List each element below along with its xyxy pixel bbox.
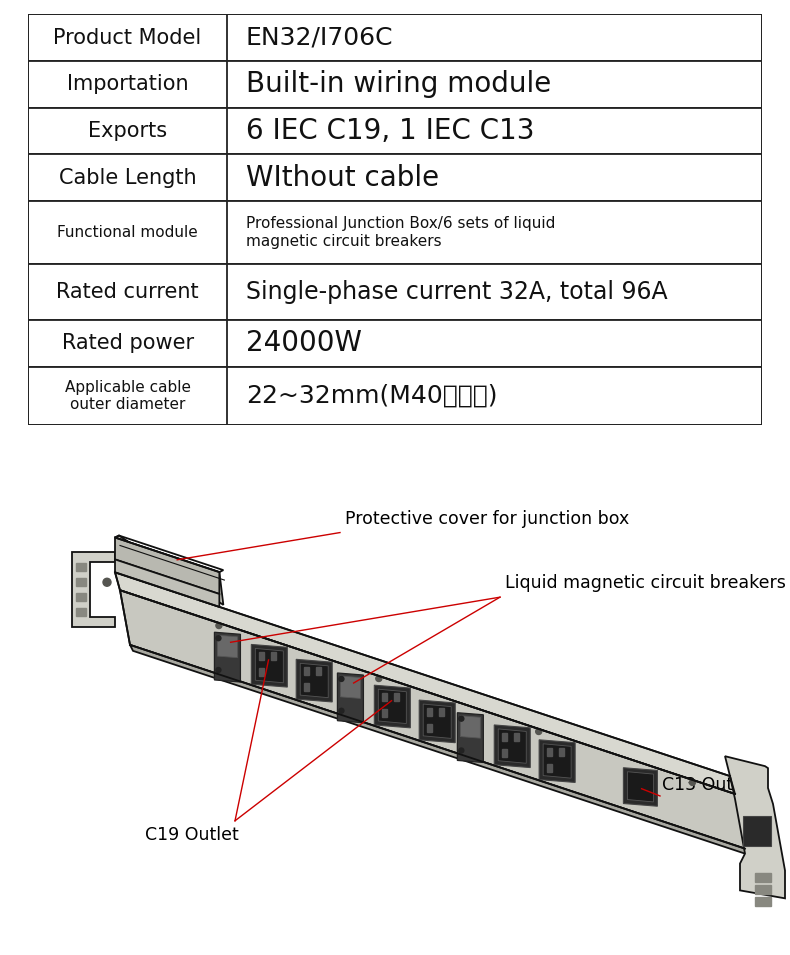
- Polygon shape: [251, 645, 288, 687]
- Bar: [28, 201, 762, 264]
- Circle shape: [103, 579, 111, 586]
- Text: Functional module: Functional module: [57, 225, 198, 240]
- Polygon shape: [337, 673, 363, 723]
- Polygon shape: [120, 590, 745, 849]
- Bar: [28, 155, 762, 201]
- Bar: [427, 724, 432, 732]
- Polygon shape: [374, 685, 410, 728]
- Text: Built-in wiring module: Built-in wiring module: [246, 71, 551, 98]
- Bar: [28, 264, 762, 320]
- Bar: [382, 693, 387, 701]
- Polygon shape: [725, 756, 785, 899]
- Bar: [316, 668, 322, 675]
- Polygon shape: [115, 560, 220, 606]
- Text: WIthout cable: WIthout cable: [246, 163, 439, 192]
- Text: C19 Outlet: C19 Outlet: [145, 826, 239, 844]
- Circle shape: [339, 709, 344, 713]
- Bar: [755, 874, 771, 882]
- Polygon shape: [419, 700, 455, 743]
- Polygon shape: [627, 772, 653, 802]
- Bar: [28, 61, 762, 108]
- Circle shape: [339, 676, 344, 682]
- Bar: [28, 108, 762, 155]
- Polygon shape: [623, 768, 657, 806]
- Text: Rated current: Rated current: [56, 282, 199, 302]
- Circle shape: [459, 716, 464, 721]
- Text: Professional Junction Box/6 sets of liquid
magnetic circuit breakers: Professional Junction Box/6 sets of liqu…: [246, 216, 555, 248]
- Text: 22~32mm(M40格兰头): 22~32mm(M40格兰头): [246, 384, 498, 408]
- Bar: [28, 367, 762, 425]
- Text: Cable Length: Cable Length: [58, 168, 197, 187]
- Text: Liquid magnetic circuit breakers: Liquid magnetic circuit breakers: [505, 574, 786, 592]
- Circle shape: [459, 748, 464, 753]
- Polygon shape: [130, 645, 748, 855]
- Text: Importation: Importation: [67, 74, 188, 95]
- Text: Applicable cable
outer diameter: Applicable cable outer diameter: [65, 379, 190, 412]
- Bar: [755, 898, 771, 906]
- Bar: [259, 668, 265, 676]
- Polygon shape: [217, 635, 238, 658]
- Polygon shape: [544, 744, 571, 778]
- Text: C13 Outlet: C13 Outlet: [662, 776, 755, 794]
- Bar: [502, 732, 507, 741]
- Polygon shape: [214, 632, 240, 682]
- Bar: [502, 749, 507, 756]
- Polygon shape: [539, 740, 575, 782]
- Bar: [76, 579, 86, 586]
- Polygon shape: [457, 712, 483, 762]
- Text: 6 IEC C19, 1 IEC C13: 6 IEC C19, 1 IEC C13: [246, 117, 534, 145]
- Text: Rated power: Rated power: [62, 333, 194, 353]
- Bar: [76, 593, 86, 601]
- Polygon shape: [72, 552, 115, 627]
- Bar: [439, 708, 444, 716]
- Bar: [382, 709, 387, 717]
- Bar: [28, 14, 762, 61]
- Bar: [259, 652, 265, 660]
- Bar: [755, 885, 771, 895]
- Bar: [271, 652, 276, 660]
- Bar: [547, 748, 552, 755]
- Bar: [304, 683, 309, 691]
- Circle shape: [216, 668, 221, 672]
- Polygon shape: [378, 690, 406, 724]
- Circle shape: [690, 779, 695, 785]
- Polygon shape: [255, 648, 284, 683]
- Bar: [427, 708, 432, 716]
- Circle shape: [376, 675, 382, 682]
- Text: EN32/I706C: EN32/I706C: [246, 26, 393, 50]
- Circle shape: [216, 636, 221, 641]
- Bar: [514, 732, 519, 741]
- Bar: [743, 816, 771, 846]
- Polygon shape: [461, 715, 480, 738]
- Polygon shape: [423, 704, 451, 738]
- Bar: [304, 668, 309, 675]
- Polygon shape: [115, 538, 220, 594]
- Bar: [28, 320, 762, 367]
- Text: Single-phase current 32A, total 96A: Single-phase current 32A, total 96A: [246, 280, 668, 304]
- Polygon shape: [340, 676, 360, 698]
- Bar: [76, 563, 86, 571]
- Bar: [76, 608, 86, 616]
- Bar: [394, 693, 399, 701]
- Text: Protective cover for junction box: Protective cover for junction box: [345, 510, 630, 527]
- Text: 24000W: 24000W: [246, 329, 362, 357]
- Bar: [547, 764, 552, 772]
- Polygon shape: [115, 572, 735, 794]
- Circle shape: [216, 623, 222, 628]
- Text: Exports: Exports: [88, 121, 167, 141]
- Polygon shape: [115, 536, 224, 605]
- Polygon shape: [498, 729, 526, 763]
- Polygon shape: [495, 725, 530, 768]
- Text: Product Model: Product Model: [54, 28, 201, 48]
- Polygon shape: [300, 664, 328, 698]
- Circle shape: [536, 729, 542, 734]
- Polygon shape: [296, 659, 333, 702]
- Bar: [559, 748, 564, 755]
